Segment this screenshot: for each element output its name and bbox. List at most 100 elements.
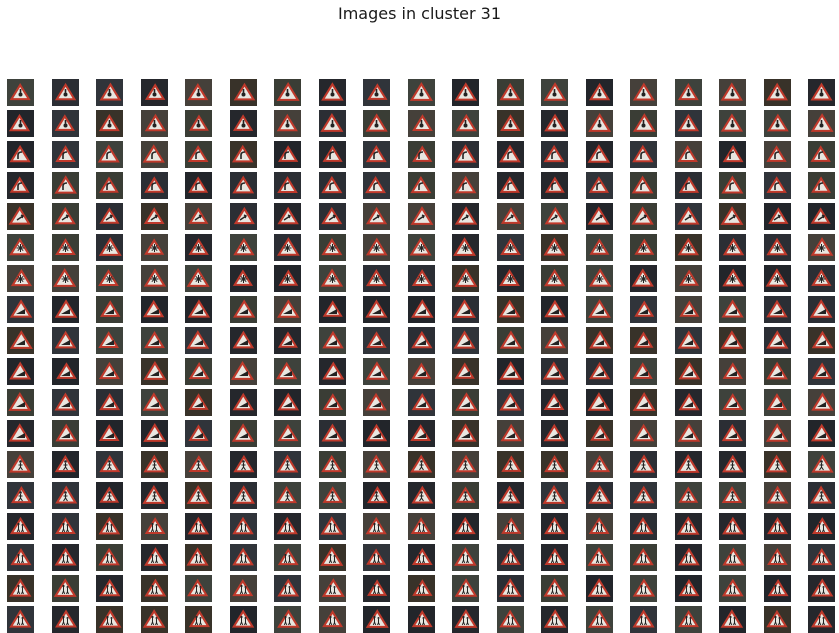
sign-thumbnail bbox=[675, 265, 702, 292]
sign-thumbnail bbox=[96, 110, 123, 137]
sign-thumbnail bbox=[586, 575, 613, 602]
sign-thumbnail bbox=[675, 172, 702, 199]
sign-thumbnail bbox=[7, 420, 34, 447]
sign-thumbnail bbox=[96, 141, 123, 168]
sign-thumbnail bbox=[274, 203, 301, 230]
sign-thumbnail bbox=[185, 482, 212, 509]
sign-thumbnail bbox=[541, 544, 568, 571]
sign-thumbnail bbox=[230, 110, 257, 137]
sign-thumbnail bbox=[319, 296, 346, 323]
sign-thumbnail bbox=[230, 141, 257, 168]
sign-thumbnail bbox=[497, 606, 524, 633]
sign-thumbnail bbox=[764, 79, 791, 106]
sign-thumbnail bbox=[141, 234, 168, 261]
sign-thumbnail bbox=[808, 203, 835, 230]
sign-thumbnail bbox=[96, 420, 123, 447]
sign-thumbnail bbox=[719, 327, 746, 354]
sign-thumbnail bbox=[363, 358, 390, 385]
sign-thumbnail bbox=[541, 265, 568, 292]
sign-thumbnail bbox=[52, 265, 79, 292]
sign-thumbnail bbox=[7, 451, 34, 478]
sign-thumbnail bbox=[630, 327, 657, 354]
sign-thumbnail bbox=[630, 544, 657, 571]
sign-thumbnail bbox=[7, 575, 34, 602]
sign-thumbnail bbox=[497, 575, 524, 602]
sign-thumbnail bbox=[630, 79, 657, 106]
sign-thumbnail bbox=[719, 203, 746, 230]
sign-thumbnail bbox=[630, 389, 657, 416]
sign-thumbnail bbox=[675, 544, 702, 571]
sign-thumbnail bbox=[719, 451, 746, 478]
sign-thumbnail bbox=[630, 110, 657, 137]
sign-thumbnail bbox=[630, 296, 657, 323]
sign-thumbnail bbox=[497, 172, 524, 199]
sign-thumbnail bbox=[274, 389, 301, 416]
sign-thumbnail bbox=[719, 141, 746, 168]
sign-thumbnail bbox=[808, 513, 835, 540]
sign-thumbnail bbox=[363, 327, 390, 354]
sign-thumbnail bbox=[586, 358, 613, 385]
sign-thumbnail bbox=[541, 420, 568, 447]
sign-thumbnail bbox=[719, 513, 746, 540]
sign-thumbnail bbox=[675, 296, 702, 323]
sign-thumbnail bbox=[7, 358, 34, 385]
sign-thumbnail bbox=[96, 296, 123, 323]
sign-thumbnail bbox=[52, 296, 79, 323]
sign-thumbnail bbox=[719, 575, 746, 602]
sign-thumbnail bbox=[52, 234, 79, 261]
sign-thumbnail bbox=[141, 513, 168, 540]
sign-thumbnail bbox=[185, 389, 212, 416]
sign-thumbnail bbox=[452, 203, 479, 230]
sign-thumbnail bbox=[408, 389, 435, 416]
sign-thumbnail bbox=[808, 544, 835, 571]
sign-thumbnail bbox=[719, 606, 746, 633]
sign-thumbnail bbox=[185, 296, 212, 323]
sign-thumbnail bbox=[52, 482, 79, 509]
sign-thumbnail bbox=[274, 327, 301, 354]
sign-thumbnail bbox=[630, 358, 657, 385]
sign-thumbnail bbox=[808, 79, 835, 106]
sign-thumbnail bbox=[230, 358, 257, 385]
sign-thumbnail bbox=[363, 513, 390, 540]
sign-thumbnail bbox=[274, 265, 301, 292]
sign-thumbnail bbox=[96, 513, 123, 540]
sign-thumbnail bbox=[274, 575, 301, 602]
sign-thumbnail bbox=[586, 234, 613, 261]
sign-thumbnail bbox=[630, 265, 657, 292]
sign-thumbnail bbox=[764, 513, 791, 540]
sign-thumbnail bbox=[586, 79, 613, 106]
sign-thumbnail bbox=[408, 575, 435, 602]
sign-thumbnail bbox=[586, 513, 613, 540]
sign-thumbnail bbox=[274, 482, 301, 509]
sign-thumbnail bbox=[808, 482, 835, 509]
sign-thumbnail bbox=[319, 389, 346, 416]
sign-thumbnail bbox=[96, 575, 123, 602]
sign-thumbnail bbox=[230, 296, 257, 323]
sign-thumbnail bbox=[452, 451, 479, 478]
sign-thumbnail bbox=[497, 544, 524, 571]
sign-thumbnail bbox=[764, 265, 791, 292]
sign-thumbnail bbox=[96, 451, 123, 478]
sign-thumbnail bbox=[408, 141, 435, 168]
sign-thumbnail bbox=[408, 327, 435, 354]
sign-thumbnail bbox=[230, 389, 257, 416]
sign-thumbnail bbox=[497, 234, 524, 261]
sign-thumbnail bbox=[185, 420, 212, 447]
sign-thumbnail bbox=[408, 110, 435, 137]
sign-thumbnail bbox=[630, 482, 657, 509]
sign-thumbnail bbox=[7, 234, 34, 261]
sign-thumbnail bbox=[719, 110, 746, 137]
sign-thumbnail bbox=[96, 172, 123, 199]
sign-thumbnail bbox=[808, 575, 835, 602]
sign-thumbnail bbox=[586, 389, 613, 416]
sign-thumbnail bbox=[185, 606, 212, 633]
sign-thumbnail bbox=[363, 265, 390, 292]
sign-thumbnail bbox=[808, 420, 835, 447]
sign-thumbnail bbox=[764, 389, 791, 416]
sign-thumbnail bbox=[185, 513, 212, 540]
sign-thumbnail bbox=[230, 265, 257, 292]
sign-thumbnail bbox=[764, 482, 791, 509]
sign-thumbnail bbox=[719, 420, 746, 447]
sign-thumbnail bbox=[7, 544, 34, 571]
